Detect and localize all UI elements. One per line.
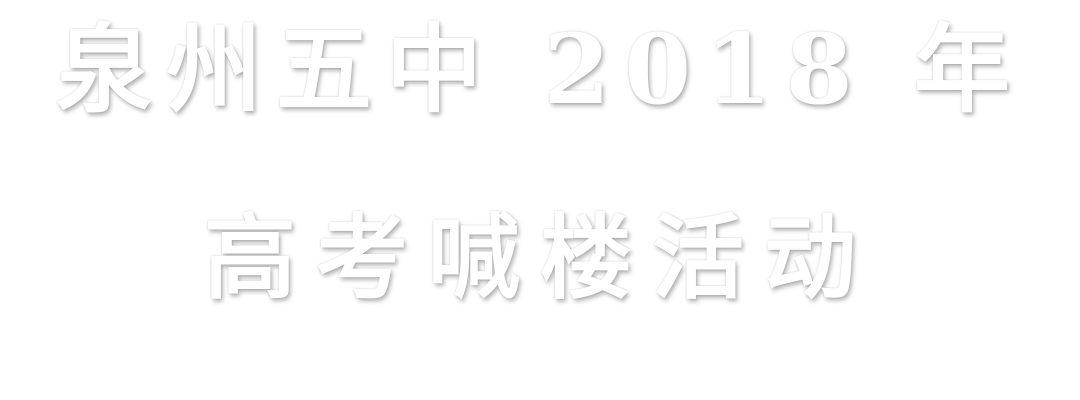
title-line-school-year: 泉州五中 2018 年 — [55, 13, 1025, 126]
title-line-event-name: 高考喊楼活动 — [203, 204, 876, 312]
